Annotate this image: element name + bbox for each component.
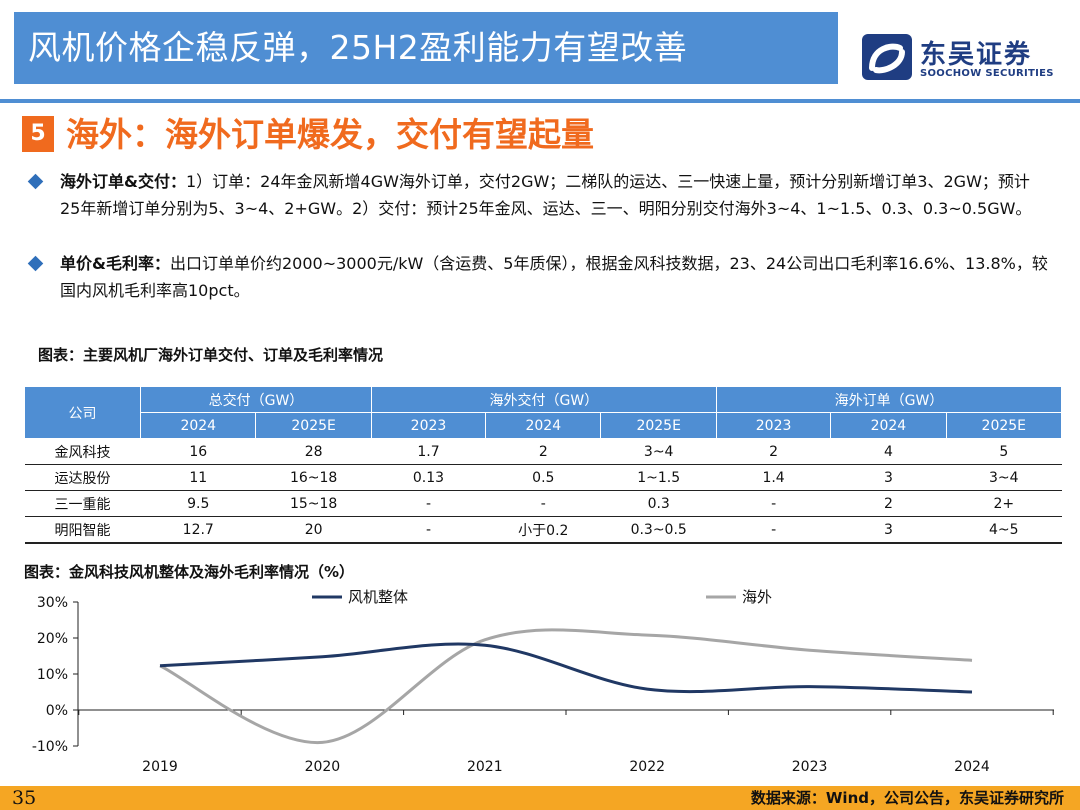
logo-text-en: SOOCHOW SECURITIES [920, 68, 1054, 79]
table-cell: 1~1.5 [600, 464, 717, 491]
table-cell: 15~18 [255, 490, 372, 517]
header-group-overseas-orders: 海外订单（GW） [715, 386, 1063, 413]
table-cell: 5 [946, 438, 1062, 465]
y-tick-label: 10% [37, 667, 68, 683]
y-tick-label: -10% [32, 739, 68, 755]
table-cell: 0.5 [485, 464, 601, 491]
header-divider [0, 99, 1080, 103]
header-year: 2025E [600, 412, 717, 439]
series-line-overall [159, 642, 973, 694]
table-row: 运达股份 11 16~18 0.13 0.5 1~1.5 1.4 3 3~4 [24, 464, 1062, 491]
table-cell: 0.3 [600, 490, 717, 517]
page-number: 35 [12, 787, 37, 809]
table-cell: - [371, 490, 486, 517]
section-number-badge: 5 [22, 116, 54, 152]
table-cell: 9.5 [140, 490, 256, 517]
x-tick-label: 2022 [629, 759, 665, 775]
section-title: 海外：海外订单爆发，交付有望起量 [66, 115, 594, 154]
table-cell: 3~4 [946, 464, 1062, 491]
header-year: 2023 [715, 412, 832, 439]
title-bar: 风机价格企稳反弹，25H2盈利能力有望改善 [14, 12, 838, 84]
cell-company: 运达股份 [24, 464, 141, 491]
table-cell: 1.4 [716, 464, 831, 491]
bullet-text: 出口订单单价约2000~3000元/kW（含运费、5年质保），根据金风科技数据，… [60, 254, 1048, 300]
company-logo: 东吴证券 SOOCHOW SECURITIES [862, 34, 1062, 84]
y-tick-label: 0% [46, 703, 68, 719]
header-year: 2025E [945, 412, 1063, 439]
table-cell: 2 [716, 438, 831, 465]
data-source: 数据来源：Wind，公司公告，东吴证券研究所 [750, 789, 1064, 807]
x-tick-label: 2024 [954, 759, 990, 775]
header-group-overseas-delivery: 海外交付（GW） [370, 386, 717, 413]
bullet-diamond-icon [27, 255, 44, 272]
chart-caption: 图表：金风科技风机整体及海外毛利率情况（%） [24, 563, 355, 581]
header-year: 2024 [140, 412, 257, 439]
table-cell: 12.7 [140, 516, 256, 544]
x-tick-label: 2023 [792, 759, 828, 775]
table-cell: - [716, 490, 831, 517]
legend-label: 海外 [742, 588, 772, 606]
table-cell: 1.7 [371, 438, 486, 465]
table-cell: 3 [830, 516, 947, 544]
bullet-label: 单价&毛利率： [60, 254, 170, 273]
legend-label: 风机整体 [348, 588, 408, 606]
table-cell: - [485, 490, 601, 517]
table-row: 金风科技 16 28 1.7 2 3~4 2 4 5 [24, 438, 1062, 465]
table-caption: 图表：主要风机厂海外订单交付、订单及毛利率情况 [38, 346, 384, 364]
footer-bar: 35 数据来源：Wind，公司公告，东吴证券研究所 [0, 786, 1080, 810]
table-cell: 3~4 [600, 438, 717, 465]
y-tick-label: 20% [37, 631, 68, 647]
page-title: 风机价格企稳反弹，25H2盈利能力有望改善 [28, 28, 688, 67]
table-cell: 4 [830, 438, 947, 465]
x-tick-label: 2019 [142, 759, 178, 775]
table-row: 三一重能 9.5 15~18 - - 0.3 - 2 2+ [24, 490, 1062, 517]
gross-margin-line-chart: 30% 20% 10% 0% -10% 2019 2020 2021 2022 2023 2024 风… [32, 588, 1054, 775]
table-cell: 2+ [946, 490, 1062, 517]
y-tick-label: 30% [37, 595, 68, 611]
bullet-diamond-icon [27, 173, 44, 190]
header-year: 2025E [255, 412, 372, 439]
logo-text-cn: 东吴证券 [920, 40, 1033, 70]
header-year: 2023 [370, 412, 487, 439]
x-tick-label: 2020 [305, 759, 341, 775]
table-cell: 3 [830, 464, 947, 491]
table-cell: 16~18 [255, 464, 372, 491]
table-cell: 4~5 [946, 516, 1062, 544]
header-company: 公司 [23, 386, 142, 439]
table-cell: 2 [830, 490, 947, 517]
series-line-overseas [159, 628, 973, 744]
table-cell: 2 [485, 438, 601, 465]
orders-table: 公司 总交付（GW） 海外交付（GW） 海外订单（GW） 2024 2025E … [23, 386, 1063, 544]
table-cell: 0.13 [371, 464, 486, 491]
table-cell: 0.3~0.5 [600, 516, 717, 544]
table-cell: 28 [255, 438, 372, 465]
table-cell: - [371, 516, 486, 544]
header-group-total-delivery: 总交付（GW） [140, 386, 372, 413]
soochow-logo-icon [862, 34, 912, 80]
bullet-text: 1）订单：24年金风新增4GW海外订单，交付2GW；二梯队的运达、三一快速上量，… [60, 172, 1032, 218]
table-cell: - [716, 516, 831, 544]
table-cell: 20 [255, 516, 372, 544]
cell-company: 三一重能 [24, 490, 141, 517]
bullet-price-margin: 单价&毛利率：出口订单单价约2000~3000元/kW（含运费、5年质保），根据… [27, 250, 1050, 304]
x-tick-label: 2021 [467, 759, 503, 775]
table-cell: 11 [140, 464, 256, 491]
table-cell: 小于0.2 [485, 516, 601, 544]
bullet-overseas-orders: 海外订单&交付：1）订单：24年金风新增4GW海外订单，交付2GW；二梯队的运达… [27, 168, 1050, 222]
cell-company: 明阳智能 [24, 516, 141, 544]
table-row: 明阳智能 12.7 20 - 小于0.2 0.3~0.5 - 3 4~5 [24, 516, 1062, 544]
header-year: 2024 [485, 412, 602, 439]
header-year: 2024 [830, 412, 947, 439]
cell-company: 金风科技 [24, 438, 141, 465]
bullet-label: 海外订单&交付： [60, 172, 186, 191]
table-cell: 16 [140, 438, 256, 465]
